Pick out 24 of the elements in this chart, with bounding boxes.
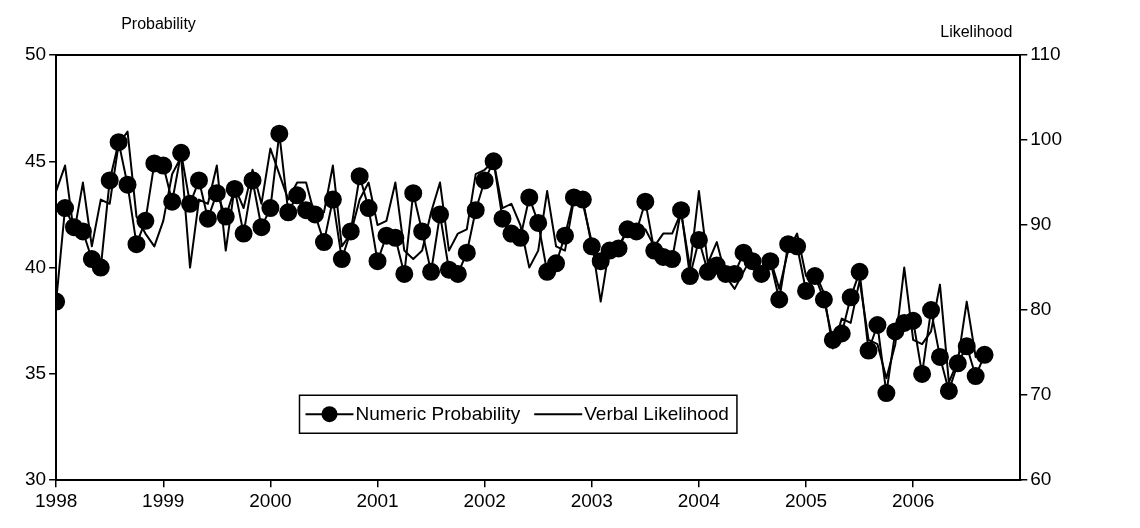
x-tick-label: 2002 [463, 489, 506, 511]
x-tick-label: 2005 [784, 489, 828, 511]
y2-tick-label: 70 [1030, 383, 1052, 405]
y-axis-title: Probability [121, 15, 196, 33]
legend-label: Numeric Probability [355, 403, 521, 425]
y2-tick-label: 110 [1030, 43, 1061, 65]
x-tick-label: 1998 [34, 489, 78, 511]
x-tick-label: 2001 [356, 489, 399, 511]
y2-tick-label: 60 [1030, 468, 1052, 490]
y2-tick-label: 80 [1030, 298, 1052, 320]
y-tick-label: 45 [24, 149, 47, 171]
y-tick-label: 30 [24, 468, 47, 490]
y2-tick-label: 90 [1030, 213, 1052, 235]
x-tick-label: 2000 [249, 489, 292, 511]
y-tick-label: 50 [24, 43, 47, 65]
y2-axis-title: Likelihood [940, 23, 1013, 41]
x-tick-label: 2006 [892, 489, 935, 511]
y-tick-label: 35 [24, 362, 47, 384]
legend-label: Verbal Likelihood [584, 403, 729, 425]
x-tick-label: 1999 [142, 489, 185, 511]
y2-tick-label: 100 [1030, 128, 1062, 150]
x-tick-label: 2004 [677, 489, 721, 511]
y-tick-label: 40 [24, 255, 47, 277]
x-tick-label: 2003 [570, 489, 613, 511]
